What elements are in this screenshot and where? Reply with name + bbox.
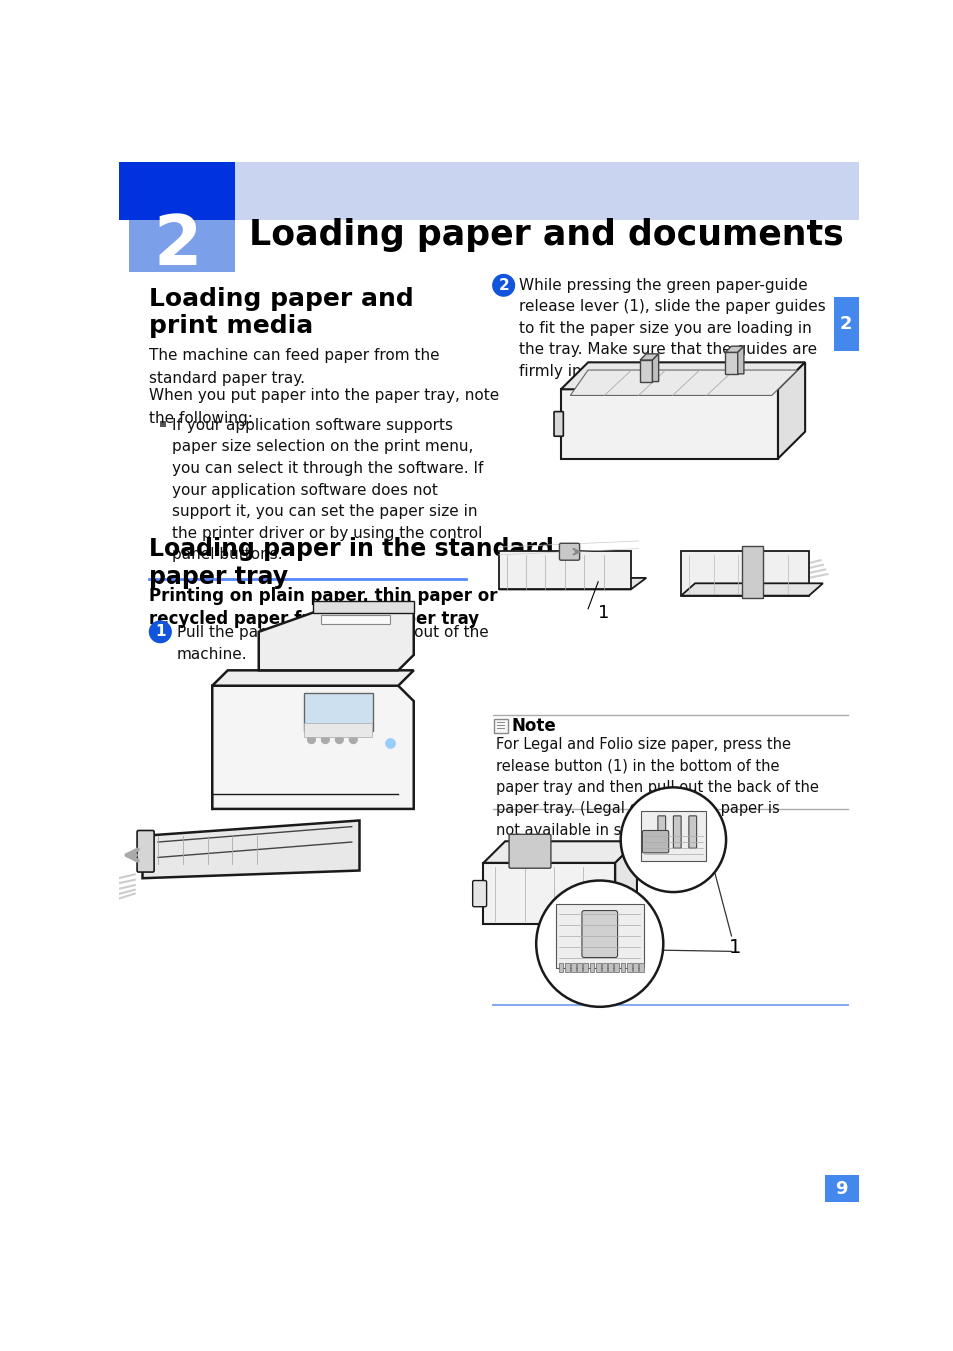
- Text: 2: 2: [839, 315, 852, 332]
- Circle shape: [307, 736, 315, 743]
- Polygon shape: [639, 354, 658, 359]
- FancyBboxPatch shape: [303, 693, 373, 731]
- FancyBboxPatch shape: [824, 1175, 858, 1202]
- Text: For Legal and Folio size paper, press the
release button (1) in the bottom of th: For Legal and Folio size paper, press th…: [496, 736, 818, 838]
- Text: The machine can feed paper from the
standard paper tray.: The machine can feed paper from the stan…: [149, 349, 439, 385]
- Circle shape: [335, 736, 343, 743]
- FancyBboxPatch shape: [564, 963, 569, 973]
- FancyBboxPatch shape: [159, 422, 166, 427]
- Polygon shape: [212, 686, 414, 809]
- Circle shape: [620, 788, 725, 892]
- FancyBboxPatch shape: [614, 963, 618, 973]
- FancyBboxPatch shape: [472, 881, 486, 907]
- FancyBboxPatch shape: [673, 816, 680, 848]
- Text: Pull the paper tray completely out of the
machine.: Pull the paper tray completely out of th…: [176, 626, 488, 662]
- FancyBboxPatch shape: [581, 911, 617, 958]
- Polygon shape: [615, 842, 637, 924]
- Polygon shape: [142, 820, 359, 878]
- FancyBboxPatch shape: [498, 551, 630, 589]
- FancyBboxPatch shape: [558, 543, 579, 561]
- Polygon shape: [680, 584, 822, 596]
- Circle shape: [349, 736, 356, 743]
- FancyBboxPatch shape: [596, 963, 599, 973]
- Polygon shape: [778, 362, 804, 458]
- FancyBboxPatch shape: [119, 162, 858, 220]
- Text: While pressing the green paper-guide
release lever (1), slide the paper guides
t: While pressing the green paper-guide rel…: [518, 277, 825, 380]
- Polygon shape: [724, 346, 743, 353]
- FancyBboxPatch shape: [493, 719, 507, 732]
- FancyBboxPatch shape: [555, 904, 643, 969]
- Text: 2: 2: [153, 212, 202, 278]
- Text: 2: 2: [497, 278, 509, 293]
- Circle shape: [536, 881, 662, 1006]
- FancyBboxPatch shape: [601, 963, 606, 973]
- Polygon shape: [498, 578, 645, 589]
- FancyBboxPatch shape: [626, 963, 631, 973]
- FancyBboxPatch shape: [641, 831, 668, 852]
- FancyBboxPatch shape: [129, 220, 235, 273]
- FancyBboxPatch shape: [589, 963, 594, 973]
- Text: 1: 1: [728, 938, 740, 957]
- FancyBboxPatch shape: [608, 963, 612, 973]
- Polygon shape: [483, 842, 637, 863]
- FancyBboxPatch shape: [620, 963, 624, 973]
- FancyBboxPatch shape: [571, 963, 575, 973]
- FancyBboxPatch shape: [658, 816, 665, 848]
- FancyBboxPatch shape: [554, 412, 562, 436]
- FancyBboxPatch shape: [119, 162, 235, 220]
- FancyBboxPatch shape: [558, 963, 562, 973]
- Text: 1: 1: [598, 604, 609, 621]
- Text: Printing on plain paper, thin paper or
recycled paper from the paper tray: Printing on plain paper, thin paper or r…: [149, 588, 497, 628]
- Polygon shape: [258, 612, 414, 670]
- FancyBboxPatch shape: [137, 831, 154, 871]
- FancyBboxPatch shape: [639, 359, 652, 381]
- Polygon shape: [483, 863, 615, 924]
- FancyBboxPatch shape: [304, 723, 372, 736]
- Polygon shape: [560, 389, 778, 458]
- Polygon shape: [570, 370, 797, 396]
- FancyBboxPatch shape: [688, 816, 696, 848]
- FancyBboxPatch shape: [583, 963, 587, 973]
- Circle shape: [493, 274, 514, 296]
- FancyBboxPatch shape: [633, 963, 637, 973]
- FancyBboxPatch shape: [680, 551, 808, 596]
- Text: When you put paper into the paper tray, note
the following:: When you put paper into the paper tray, …: [149, 389, 498, 426]
- Text: 1: 1: [155, 624, 166, 639]
- Text: Loading paper and documents: Loading paper and documents: [249, 218, 843, 251]
- Polygon shape: [652, 354, 658, 381]
- Circle shape: [321, 736, 329, 743]
- FancyBboxPatch shape: [509, 835, 550, 869]
- FancyBboxPatch shape: [640, 811, 705, 861]
- Circle shape: [385, 739, 395, 748]
- FancyBboxPatch shape: [320, 615, 390, 624]
- Text: 9: 9: [835, 1179, 847, 1197]
- FancyBboxPatch shape: [741, 546, 762, 598]
- Text: Loading paper and
print media: Loading paper and print media: [149, 286, 413, 338]
- FancyBboxPatch shape: [577, 963, 581, 973]
- Text: Note: Note: [511, 717, 556, 735]
- Text: If your application software supports
paper size selection on the print menu,
yo: If your application software supports pa…: [172, 417, 483, 562]
- Polygon shape: [313, 601, 414, 612]
- FancyBboxPatch shape: [724, 353, 737, 374]
- Text: Loading paper in the standard
paper tray: Loading paper in the standard paper tray: [149, 538, 553, 589]
- Polygon shape: [212, 670, 414, 686]
- Circle shape: [150, 621, 171, 643]
- FancyBboxPatch shape: [639, 963, 643, 973]
- Polygon shape: [560, 362, 804, 389]
- FancyBboxPatch shape: [833, 297, 858, 351]
- Polygon shape: [737, 346, 743, 374]
